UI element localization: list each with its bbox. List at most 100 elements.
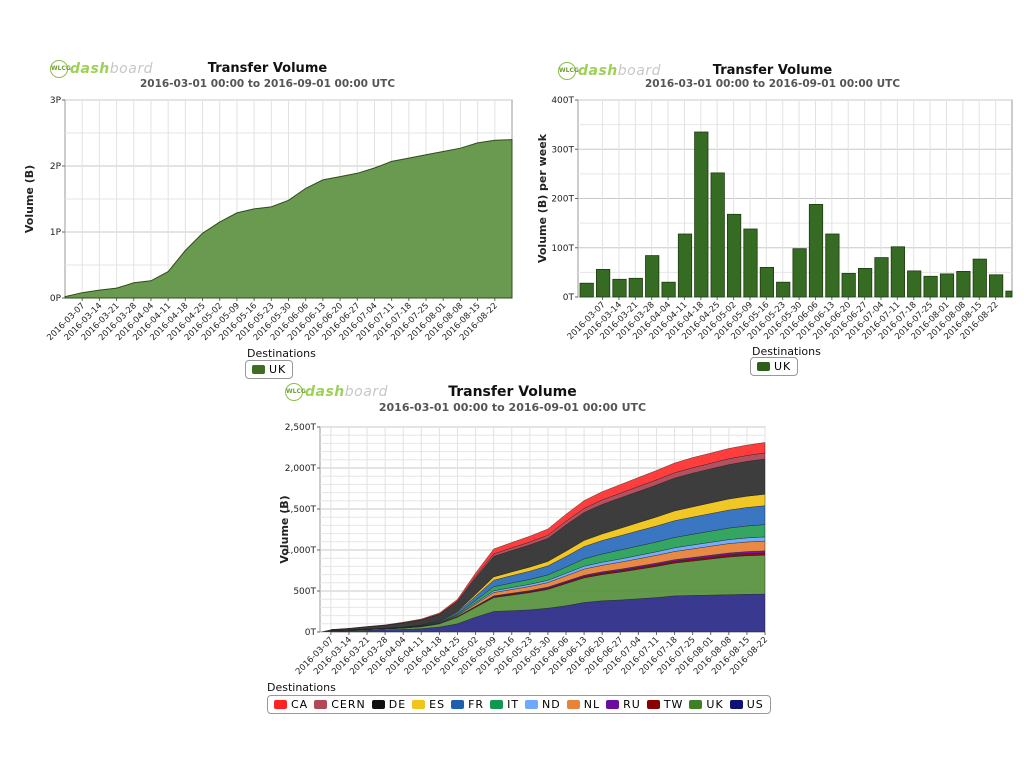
legend-label: IT [507, 698, 520, 711]
y-axis-label: Volume (B) [278, 495, 291, 563]
legend-label: FR [468, 698, 485, 711]
y-tick-label: 400T [551, 96, 574, 106]
legend-item[interactable]: RU [606, 698, 641, 711]
bar [677, 233, 693, 298]
bar [988, 274, 1004, 298]
chart-subtitle: 2016-03-01 00:00 to 2016-09-01 00:00 UTC [139, 78, 396, 90]
legend-label: DE [388, 698, 407, 711]
bar [1005, 290, 1013, 298]
y-tick-label: 500T [293, 587, 316, 597]
bar [825, 233, 840, 298]
logo-word: dash [305, 384, 345, 400]
legend-swatch [490, 700, 504, 709]
legend-item[interactable]: DE [371, 698, 407, 711]
legend-item[interactable]: CA [274, 698, 308, 711]
legend-label: CA [291, 698, 309, 711]
logo-word-2: board [109, 61, 153, 77]
y-tick-label: 300T [551, 145, 574, 155]
series-area-uk [64, 139, 513, 299]
legend-swatch [274, 700, 287, 709]
legend-item[interactable]: ND [525, 698, 561, 711]
bar [612, 278, 627, 298]
dashboard-logo: WLCG dashboard [558, 62, 661, 80]
bar [694, 131, 709, 298]
bar [743, 228, 758, 298]
legend-label: ND [542, 698, 561, 711]
logo-word-2: board [344, 384, 388, 400]
legend: UK [245, 360, 294, 379]
y-tick-label: 1P [50, 228, 62, 238]
dashboard-logo: WLCG dashboard [285, 383, 388, 401]
legend-item[interactable]: IT [490, 698, 519, 711]
legend: CA CERN DE ES FR IT ND NL RU TW UK US [267, 695, 771, 714]
y-tick-label: 0P [50, 294, 62, 304]
chart-title: Transfer Volume [712, 63, 833, 78]
legend-item[interactable]: US [729, 698, 764, 711]
legend-swatch [606, 700, 620, 709]
bar [792, 248, 807, 298]
legend-item[interactable]: ES [412, 698, 445, 711]
y-axis-label: Volume (B) [23, 165, 36, 233]
series-area-ca [330, 442, 766, 630]
legend-swatch [757, 362, 770, 371]
legend-item[interactable]: UK [757, 360, 791, 373]
y-tick-label: 200T [551, 195, 574, 205]
bar [907, 270, 922, 298]
legend-label: UK [269, 363, 287, 376]
legend-label: RU [623, 698, 641, 711]
chart-panel-bottom: WLCG dashboard Transfer Volume 2016-03-0… [250, 382, 790, 722]
legend-swatch [646, 700, 660, 709]
chart-subtitle: 2016-03-01 00:00 to 2016-09-01 00:00 UTC [378, 401, 647, 414]
y-tick-label: 0T [563, 293, 575, 303]
chart-title: Transfer Volume [207, 61, 328, 76]
dashboard-logo-icon: WLCG [285, 383, 306, 401]
y-tick-label: 3P [50, 96, 62, 106]
bar [956, 270, 971, 298]
y-tick-label: 2,000T [285, 464, 317, 474]
legend-label: ES [429, 698, 446, 711]
legend-item[interactable]: UK [252, 363, 286, 376]
legend-title: Destinations [247, 347, 316, 360]
chart-title: Transfer Volume [448, 384, 577, 400]
legend-swatch [729, 700, 743, 709]
y-tick-label: 0T [305, 628, 317, 638]
y-tick-label: 2P [50, 162, 62, 172]
legend-swatch [412, 700, 426, 709]
legend-swatch [252, 365, 265, 374]
legend-swatch [314, 700, 328, 709]
legend-label: CERN [331, 698, 366, 711]
legend-swatch [371, 700, 385, 709]
bar [596, 268, 611, 298]
legend-item[interactable]: FR [451, 698, 484, 711]
legend-swatch [451, 700, 465, 709]
legend-item[interactable]: UK [689, 698, 723, 711]
legend-item[interactable]: CERN [314, 698, 366, 711]
chart-svg-bottom: 0T 500T 1,000T 1,500T 2,000T 2,500T Volume (B)… [278, 423, 770, 677]
bar [628, 277, 643, 298]
legend-swatch [689, 700, 703, 709]
legend-label: US [746, 698, 764, 711]
legend-item[interactable]: TW [646, 698, 684, 711]
bar [808, 204, 824, 298]
logo-word-2: board [617, 63, 661, 79]
bar [841, 272, 856, 298]
legend-label: UK [706, 698, 724, 711]
bar [726, 213, 742, 298]
legend-label: UK [774, 360, 792, 373]
bar [939, 273, 955, 298]
bar [874, 257, 889, 298]
dashboard-logo-icon: WLCG [50, 60, 71, 78]
bar [759, 266, 774, 298]
legend-swatch [525, 700, 539, 709]
legend-label: NL [583, 698, 601, 711]
bar [857, 267, 873, 298]
legend-label: TW [663, 698, 684, 711]
bar [661, 281, 676, 298]
bar [890, 246, 906, 298]
legend-item[interactable]: NL [566, 698, 601, 711]
y-tick-label: 1,500T [285, 505, 317, 515]
logo-word: dash [70, 61, 110, 77]
legend-swatch [566, 700, 580, 709]
